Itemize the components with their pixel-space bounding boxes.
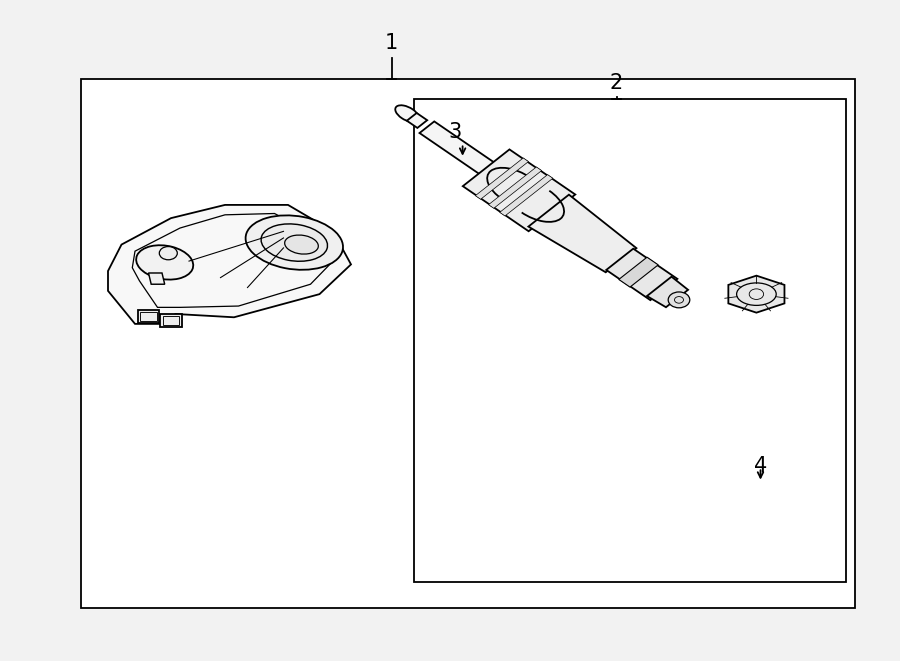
Polygon shape xyxy=(607,249,678,300)
Polygon shape xyxy=(108,205,351,324)
Ellipse shape xyxy=(261,224,328,261)
Polygon shape xyxy=(647,277,688,307)
Bar xyxy=(81,79,855,608)
Polygon shape xyxy=(728,276,785,313)
Polygon shape xyxy=(419,122,500,178)
Ellipse shape xyxy=(284,235,319,254)
Circle shape xyxy=(159,247,177,260)
Polygon shape xyxy=(619,257,658,287)
Circle shape xyxy=(668,292,689,308)
Bar xyxy=(414,99,846,582)
Polygon shape xyxy=(475,158,528,199)
Text: 3: 3 xyxy=(448,122,461,142)
Polygon shape xyxy=(489,167,542,208)
Polygon shape xyxy=(407,113,428,128)
Ellipse shape xyxy=(246,215,343,270)
Polygon shape xyxy=(138,310,159,323)
Polygon shape xyxy=(148,273,165,284)
Ellipse shape xyxy=(136,245,194,280)
Polygon shape xyxy=(528,195,636,272)
Text: 4: 4 xyxy=(754,456,767,476)
Polygon shape xyxy=(463,149,575,231)
Ellipse shape xyxy=(395,105,419,122)
Polygon shape xyxy=(160,314,182,327)
Text: 1: 1 xyxy=(385,33,398,53)
Polygon shape xyxy=(500,175,553,216)
Text: 2: 2 xyxy=(610,73,623,93)
